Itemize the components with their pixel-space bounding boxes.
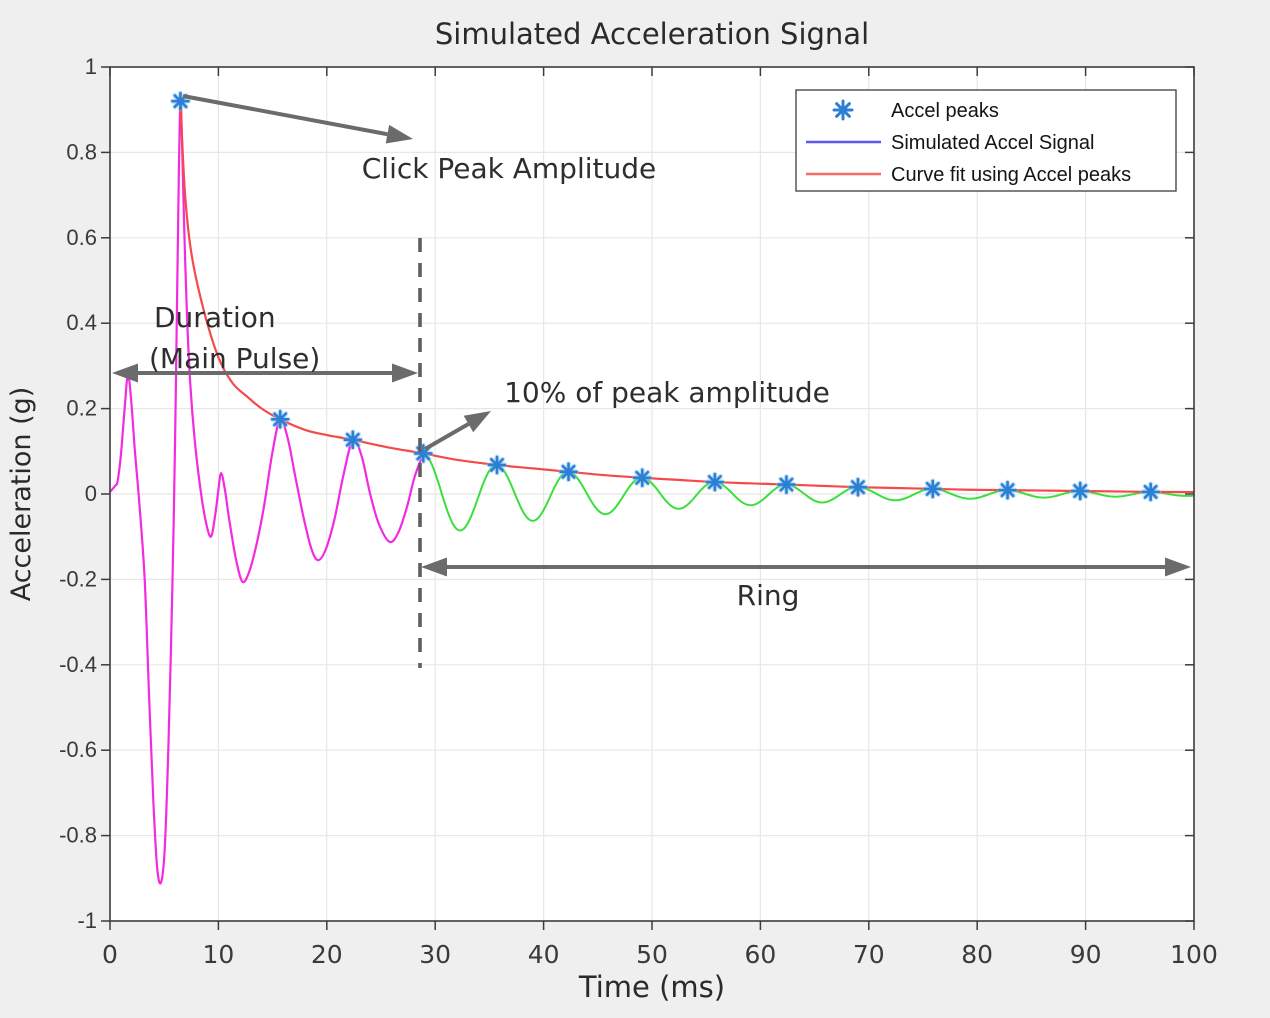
chart-title: Simulated Acceleration Signal (435, 17, 869, 51)
x-tick-label: 10 (202, 940, 234, 969)
accel-peak-marker (1069, 480, 1091, 502)
y-tick-label: -0.2 (59, 566, 97, 591)
accel-peak-marker (922, 478, 944, 500)
x-tick-label: 40 (528, 940, 560, 969)
legend-box: Accel peaks Simulated Accel Signal Curve f… (795, 89, 1177, 192)
accel-peak-marker (486, 454, 508, 476)
tick-labels: 0 10 20 30 40 50 60 70 80 90 100-1-0.8-0.6-0.4-0.2… (59, 54, 1218, 969)
x-tick-label: 100 (1170, 940, 1218, 969)
y-tick-label: 0.2 (66, 396, 97, 421)
accel-peak-marker (631, 467, 653, 489)
y-tick-label: 0.4 (66, 310, 97, 335)
y-tick-label: 1 (85, 54, 97, 79)
asterisk-icon (707, 475, 722, 490)
ten-percent-label: 10% of peak amplitude (504, 376, 830, 409)
asterisk-icon (925, 481, 940, 496)
x-tick-label: 60 (744, 940, 776, 969)
asterisk-icon (490, 458, 504, 472)
annotations: Click Peak Amplitude Duration (Main Pulse)… (112, 94, 1191, 668)
signal-main-pulse-line (110, 99, 425, 885)
x-tick-label: 70 (853, 940, 885, 969)
ten-percent-arrow-arrowhead (463, 411, 491, 433)
accel-peak-marker (269, 408, 291, 430)
x-tick-label: 20 (311, 940, 343, 969)
accel-peak-marker (558, 461, 580, 483)
asterisk-icon (561, 464, 576, 479)
y-tick-label: 0.6 (66, 225, 97, 250)
asterisk-icon (1143, 484, 1158, 499)
asterisk-icon (1073, 484, 1088, 498)
y-axis-label: Acceleration (g) (6, 387, 37, 602)
asterisk-icon (635, 470, 650, 485)
accel-peak-marker (342, 429, 364, 451)
y-tick-label: 0.8 (66, 139, 97, 164)
asterisk-icon (851, 480, 865, 495)
asterisk-icon (1000, 483, 1015, 498)
y-tick-label: -1 (77, 908, 97, 933)
click-peak-arrow-arrowhead (385, 124, 413, 144)
asterisk-icon (779, 477, 794, 492)
duration-label-line1: Duration (154, 301, 276, 334)
ring-arrow-arrowhead (1165, 557, 1191, 577)
signal-ring-line (422, 452, 1194, 532)
x-axis-label: Time (ms) (578, 970, 725, 1004)
legend-asterisk-icon (835, 102, 851, 118)
x-tick-label: 30 (419, 940, 451, 969)
legend-item-label: Accel peaks (891, 100, 999, 122)
ring-label: Ring (737, 579, 800, 612)
accel-peak-marker (1140, 481, 1162, 503)
x-tick-label: 0 (102, 940, 118, 969)
accel-peak-marker (847, 476, 869, 498)
accel-peak-marker (997, 479, 1019, 501)
legend-item-label: Simulated Accel Signal (891, 132, 1094, 154)
click-peak-label: Click Peak Amplitude (362, 152, 657, 185)
duration-label-line2: (Main Pulse) (149, 342, 320, 375)
y-tick-label: -0.8 (59, 823, 97, 848)
x-tick-label: 90 (1070, 940, 1102, 969)
y-tick-label: 0 (85, 481, 97, 506)
plot-border (109, 66, 1195, 922)
y-tick-label: -0.4 (59, 652, 97, 677)
x-tick-label: 50 (636, 940, 668, 969)
asterisk-icon (273, 412, 288, 427)
axis-ticks (101, 66, 1195, 930)
peak-markers (169, 90, 1162, 503)
accel-peak-marker (704, 471, 726, 493)
ring-arrow-arrowhead-start (421, 557, 447, 577)
asterisk-icon (345, 432, 360, 447)
y-tick-label: -0.6 (59, 737, 97, 762)
duration-arrow-arrowhead-start (112, 363, 138, 383)
ten-percent-arrow-line (424, 422, 470, 451)
grid-lines (110, 67, 1194, 921)
duration-arrow-arrowhead (392, 363, 418, 383)
x-tick-label: 80 (961, 940, 993, 969)
legend-item-label: Curve fit using Accel peaks (891, 164, 1131, 186)
click-peak-arrow-line (182, 94, 388, 137)
accel-peak-marker (775, 474, 797, 496)
accel-peak-marker (169, 90, 191, 112)
